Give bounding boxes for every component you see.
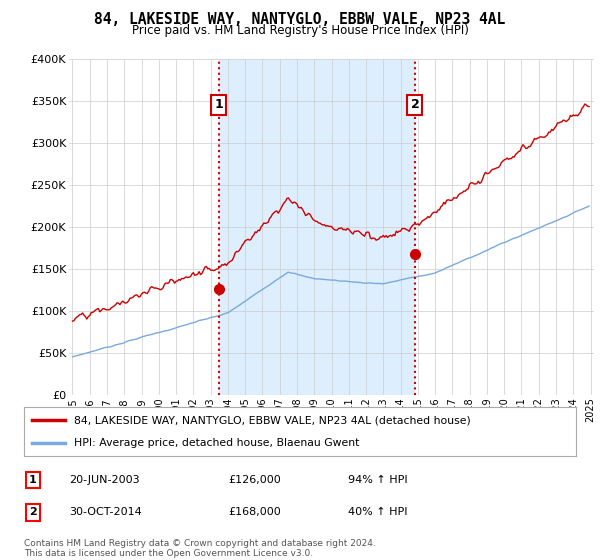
Text: 30-OCT-2014: 30-OCT-2014 <box>69 507 142 517</box>
Text: 2: 2 <box>29 507 37 517</box>
Text: 84, LAKESIDE WAY, NANTYGLO, EBBW VALE, NP23 4AL (detached house): 84, LAKESIDE WAY, NANTYGLO, EBBW VALE, N… <box>74 416 470 426</box>
Text: 1: 1 <box>29 475 37 485</box>
Text: 40% ↑ HPI: 40% ↑ HPI <box>348 507 407 517</box>
Text: HPI: Average price, detached house, Blaenau Gwent: HPI: Average price, detached house, Blae… <box>74 438 359 448</box>
Bar <box>219 59 415 395</box>
Text: £126,000: £126,000 <box>228 475 281 485</box>
Text: Price paid vs. HM Land Registry's House Price Index (HPI): Price paid vs. HM Land Registry's House … <box>131 24 469 36</box>
Text: 1: 1 <box>214 99 223 111</box>
Text: 20-JUN-2003: 20-JUN-2003 <box>69 475 140 485</box>
Text: £168,000: £168,000 <box>228 507 281 517</box>
Text: 2: 2 <box>410 99 419 111</box>
Text: Contains HM Land Registry data © Crown copyright and database right 2024.
This d: Contains HM Land Registry data © Crown c… <box>24 539 376 558</box>
Text: 94% ↑ HPI: 94% ↑ HPI <box>348 475 407 485</box>
Text: 84, LAKESIDE WAY, NANTYGLO, EBBW VALE, NP23 4AL: 84, LAKESIDE WAY, NANTYGLO, EBBW VALE, N… <box>94 12 506 27</box>
